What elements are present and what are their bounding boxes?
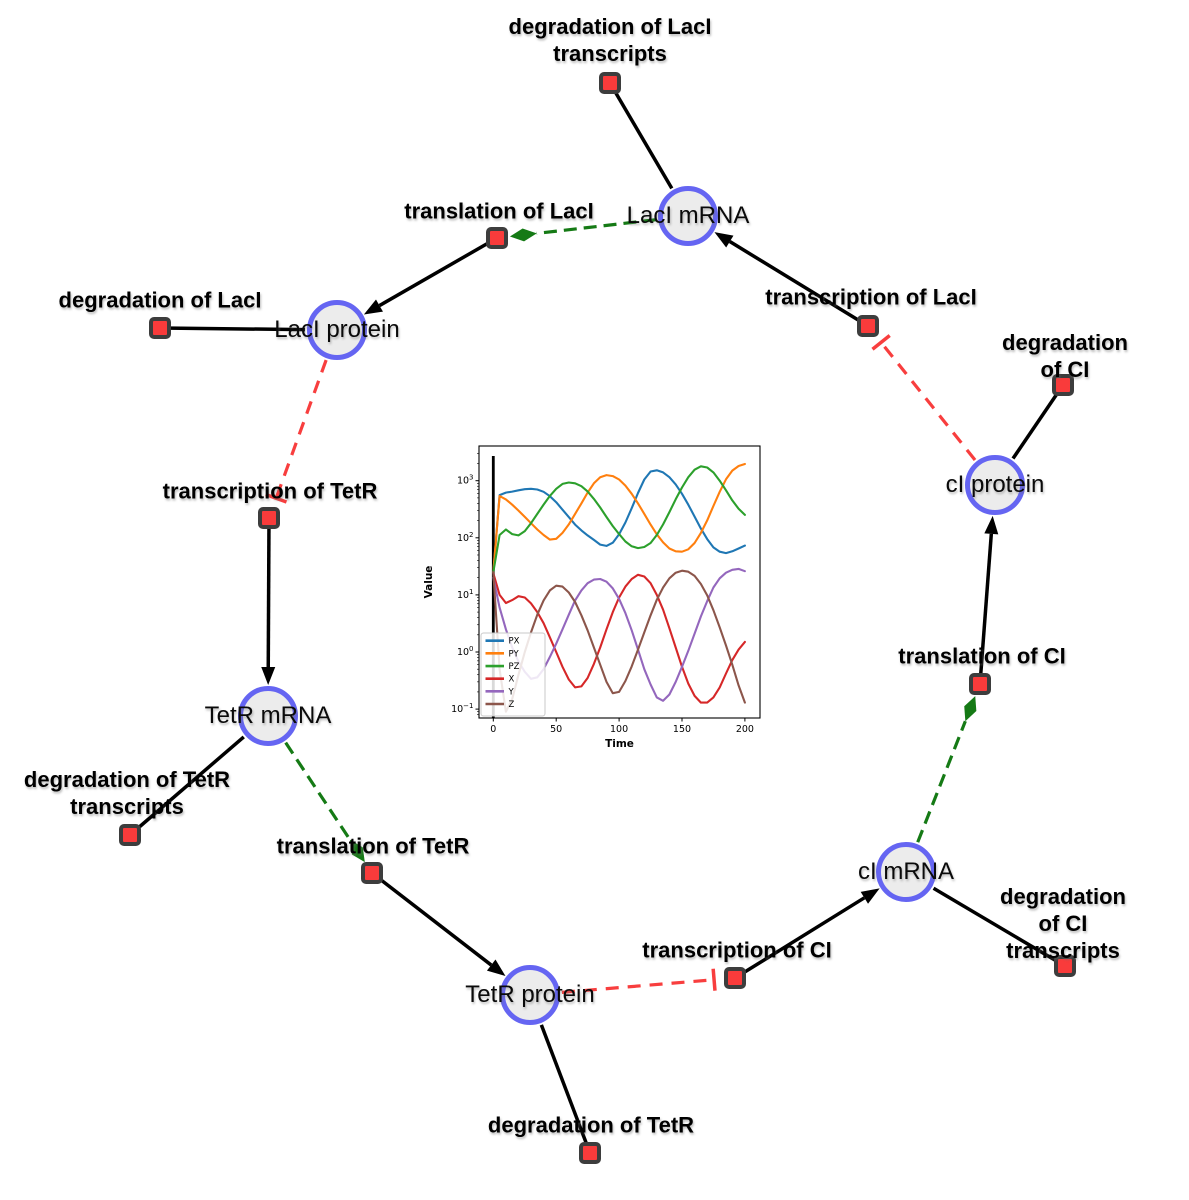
edge-consumption-laci-protein-deg-laci — [159, 326, 306, 332]
x-tick-label: 150 — [673, 724, 691, 735]
edge-inhibition-tetr-protein-transcription-ci — [561, 968, 717, 994]
arrowhead — [860, 888, 880, 904]
legend-label-PZ: PZ — [509, 662, 520, 672]
reaction-label-transcription-laci: transcription of LacI — [765, 284, 977, 310]
edge-production-transcription-ci-ci-mrna — [734, 888, 880, 980]
axes-spines — [478, 445, 761, 719]
reaction-node-deg-ci[interactable] — [1052, 374, 1074, 396]
edge-production-transcription-tetr-tetr-mrna — [261, 517, 276, 686]
x-tick-label: 0 — [490, 724, 496, 735]
legend: PX PY PZ XYZ — [480, 632, 546, 717]
reaction-label-deg-laci: degradation of LacI — [58, 287, 262, 313]
reaction-label-translation-ci: translation of CI — [898, 643, 1066, 669]
legend-label-Y: Y — [508, 687, 515, 697]
species-node-tetr-protein[interactable] — [500, 965, 560, 1025]
species-node-laci-protein[interactable] — [307, 300, 367, 360]
reaction-label-transcription-tetr: transcription of TetR — [162, 478, 378, 504]
reaction-label-deg-ci-tx: degradation of CI transcripts — [1000, 883, 1126, 963]
reaction-label-deg-tetr-tx: degradation of TetR transcripts — [23, 767, 231, 819]
y-tick-label: 100 — [457, 645, 474, 658]
reaction-node-transcription-tetr[interactable] — [258, 507, 280, 529]
reaction-node-translation-tetr[interactable] — [361, 862, 383, 884]
modifier-diamond — [349, 839, 365, 863]
legend-label-X: X — [509, 675, 515, 685]
time-series-plot: 10−1 100 101 102 103 0 50 100 150 200 PX PY PZ X Y Z Tim… — [420, 428, 780, 773]
legend-label-PY: PY — [509, 649, 520, 659]
series-Z — [492, 569, 746, 713]
reaction-node-deg-laci[interactable] — [149, 317, 171, 339]
y-tick-label: 103 — [457, 474, 474, 487]
reaction-node-translation-laci[interactable] — [486, 227, 508, 249]
legend-label-PX: PX — [509, 637, 520, 647]
edge-production-translation-laci-laci-protein — [363, 236, 498, 315]
edge-consumption-ci-protein-deg-ci — [1011, 384, 1065, 460]
reaction-node-transcription-laci[interactable] — [857, 315, 879, 337]
inhibition-bar — [265, 492, 288, 504]
y-tick-label: 10−1 — [451, 702, 473, 715]
arrowhead — [714, 232, 734, 248]
reaction-node-deg-ci-tx[interactable] — [1054, 955, 1076, 977]
reaction-label-translation-laci: translation of LacI — [404, 198, 594, 224]
time-series-plot-svg: 10−1 100 101 102 103 0 50 100 150 200 PX PY PZ XYZ Tim… — [423, 445, 761, 750]
edge-inhibition-ci-protein-transcription-laci — [871, 334, 977, 461]
arrowhead — [984, 515, 999, 535]
x-axis-title: Time — [605, 738, 634, 750]
edge-modifier-ci-mrna-translation-ci — [916, 696, 977, 843]
edge-consumption-tetr-mrna-deg-tetr-tx — [128, 735, 245, 837]
reaction-label-deg-tetr: degradation of TetR — [487, 1112, 695, 1138]
modifier-diamond — [509, 228, 537, 242]
x-tick-label: 200 — [736, 724, 754, 735]
reaction-node-deg-tetr[interactable] — [579, 1142, 601, 1164]
x-tick-label: 100 — [610, 724, 628, 735]
species-node-ci-protein[interactable] — [965, 455, 1025, 515]
arrowhead — [363, 299, 383, 315]
x-tick-label: 50 — [550, 724, 562, 735]
edge-modifier-laci-mrna-translation-laci — [509, 218, 657, 242]
modifier-diamond — [964, 696, 977, 722]
edge-consumption-tetr-protein-deg-tetr — [539, 1024, 592, 1154]
reaction-label-translation-tetr: translation of TetR — [276, 833, 470, 859]
edge-consumption-ci-mrna-deg-ci-tx — [932, 886, 1066, 968]
species-node-laci-mrna[interactable] — [658, 186, 718, 246]
y-axis-title: Value — [423, 566, 435, 599]
species-node-tetr-mrna[interactable] — [238, 686, 298, 746]
reaction-node-transcription-ci[interactable] — [724, 967, 746, 989]
reaction-node-deg-tetr-tx[interactable] — [119, 824, 141, 846]
edge-production-translation-tetr-tetr-protein — [370, 871, 506, 977]
reaction-node-deg-laci-tx[interactable] — [599, 72, 621, 94]
reaction-label-deg-laci-tx: degradation of LacI transcripts — [508, 14, 712, 66]
arrowhead — [486, 959, 506, 977]
inhibition-bar — [871, 334, 891, 351]
series-PZ — [492, 465, 746, 574]
legend-label-Z: Z — [509, 700, 515, 710]
y-tick-label: 102 — [457, 531, 474, 544]
series-PY — [492, 462, 746, 574]
reaction-node-translation-ci[interactable] — [969, 673, 991, 695]
edge-modifier-tetr-mrna-translation-tetr — [284, 741, 365, 863]
inhibition-bar — [711, 968, 717, 991]
reaction-label-transcription-ci: transcription of CI — [642, 937, 832, 963]
species-node-ci-mrna[interactable] — [876, 842, 936, 902]
edge-production-transcription-laci-laci-mrna — [714, 232, 869, 328]
arrowhead — [261, 666, 276, 686]
edge-production-translation-ci-ci-protein — [978, 515, 999, 685]
edge-inhibition-laci-protein-transcription-tetr — [265, 359, 328, 504]
edge-consumption-laci-mrna-deg-laci-tx — [608, 82, 674, 190]
y-tick-label: 101 — [457, 588, 474, 601]
